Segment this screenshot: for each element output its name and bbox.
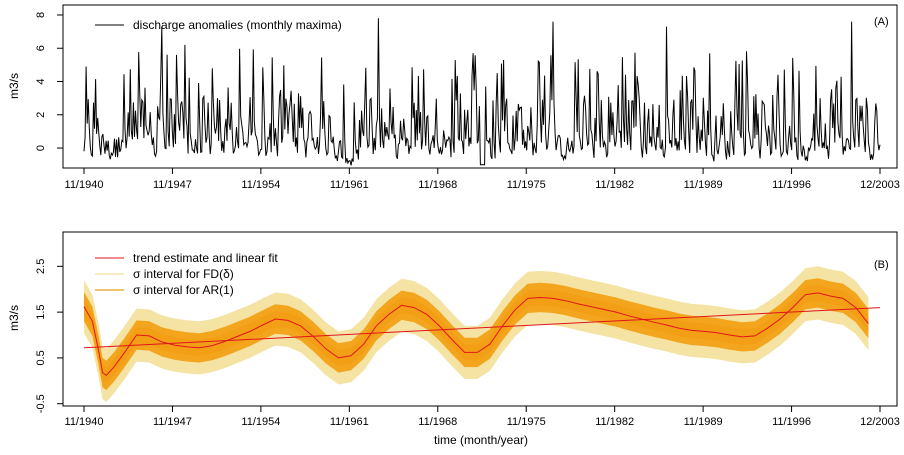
y-tick-label-a: 2 (35, 112, 47, 118)
y-axis-label-a: m3/s (7, 73, 21, 99)
trend-estimate-line (83, 292, 869, 376)
ar1-sigma-band-core (84, 284, 869, 384)
y-tick-label-a: 6 (35, 45, 47, 51)
x-tick-label-a: 11/1968 (418, 179, 457, 191)
y-tick-label-b: 2.5 (35, 259, 47, 274)
y-tick-label-b: 1.5 (35, 304, 47, 319)
y-tick-label-b: 0.5 (35, 350, 47, 365)
x-tick-label-b: 11/1961 (330, 416, 369, 428)
x-tick-label-a: 11/1940 (65, 179, 104, 191)
y-tick-label-b: -0.5 (35, 394, 47, 413)
x-tick-label-b: 12/2003 (860, 416, 900, 428)
x-axis-a: 11/1940 11/1947 11/1954 11/1961 11/1968 11/19… (65, 167, 900, 191)
x-tick-label-a: 11/1989 (684, 179, 723, 191)
legend-b-trend-label: trend estimate and linear fit (133, 251, 278, 265)
x-tick-label-a: 11/1947 (153, 179, 192, 191)
y-tick-label-a: 0 (35, 145, 47, 151)
x-tick-label-b: 11/1975 (507, 416, 546, 428)
x-tick-label-b: 11/1940 (65, 416, 104, 428)
panel-label-a: (A) (874, 16, 889, 28)
x-tick-label-a: 11/1961 (330, 179, 369, 191)
y-axis-b: -0.5 0.5 1.5 2.5 (35, 259, 64, 413)
x-tick-label-a: 12/2003 (860, 179, 900, 191)
x-tick-label-b: 11/1989 (684, 416, 723, 428)
legend-b: trend estimate and linear fit σ interval… (95, 251, 278, 297)
legend-b-ar-label: σ interval for AR(1) (133, 283, 234, 297)
legend-a: discharge anomalies (monthly maxima) (95, 18, 342, 32)
y-axis-label-b: m3/s (7, 305, 21, 331)
discharge-anomaly-series (83, 18, 881, 166)
x-tick-label-b: 11/1947 (153, 416, 192, 428)
x-tick-label-b: 11/1982 (595, 416, 634, 428)
x-axis-label-b: time (month/year) (434, 433, 528, 447)
ar1-sigma-band (84, 278, 869, 390)
legend-b-fd-label: σ interval for FD(δ) (133, 267, 234, 281)
x-axis-b: 11/1940 11/1947 11/1954 11/1961 11/1968 11/19… (65, 405, 900, 428)
x-tick-label-b: 11/1954 (241, 416, 280, 428)
x-tick-label-b: 11/1968 (418, 416, 457, 428)
x-tick-label-a: 11/1982 (595, 179, 634, 191)
y-axis-a: 0 2 4 6 8 (35, 12, 64, 151)
y-tick-label-a: 4 (35, 78, 47, 84)
linear-fit-line (83, 307, 881, 349)
legend-a-label: discharge anomalies (monthly maxima) (133, 18, 342, 32)
x-tick-label-b: 11/1996 (772, 416, 811, 428)
panel-b: 11/1940 11/1947 11/1954 11/1961 11/1968 11/19… (7, 231, 900, 447)
x-tick-label-a: 11/1975 (507, 179, 546, 191)
fd-sigma-band (84, 266, 869, 402)
panel-a: 11/1940 11/1947 11/1954 11/1961 11/1968 11/19… (7, 4, 900, 191)
x-tick-label-a: 11/1954 (241, 179, 280, 191)
panel-label-b: (B) (874, 259, 889, 271)
x-tick-label-a: 11/1996 (772, 179, 811, 191)
y-tick-label-a: 8 (35, 12, 47, 18)
